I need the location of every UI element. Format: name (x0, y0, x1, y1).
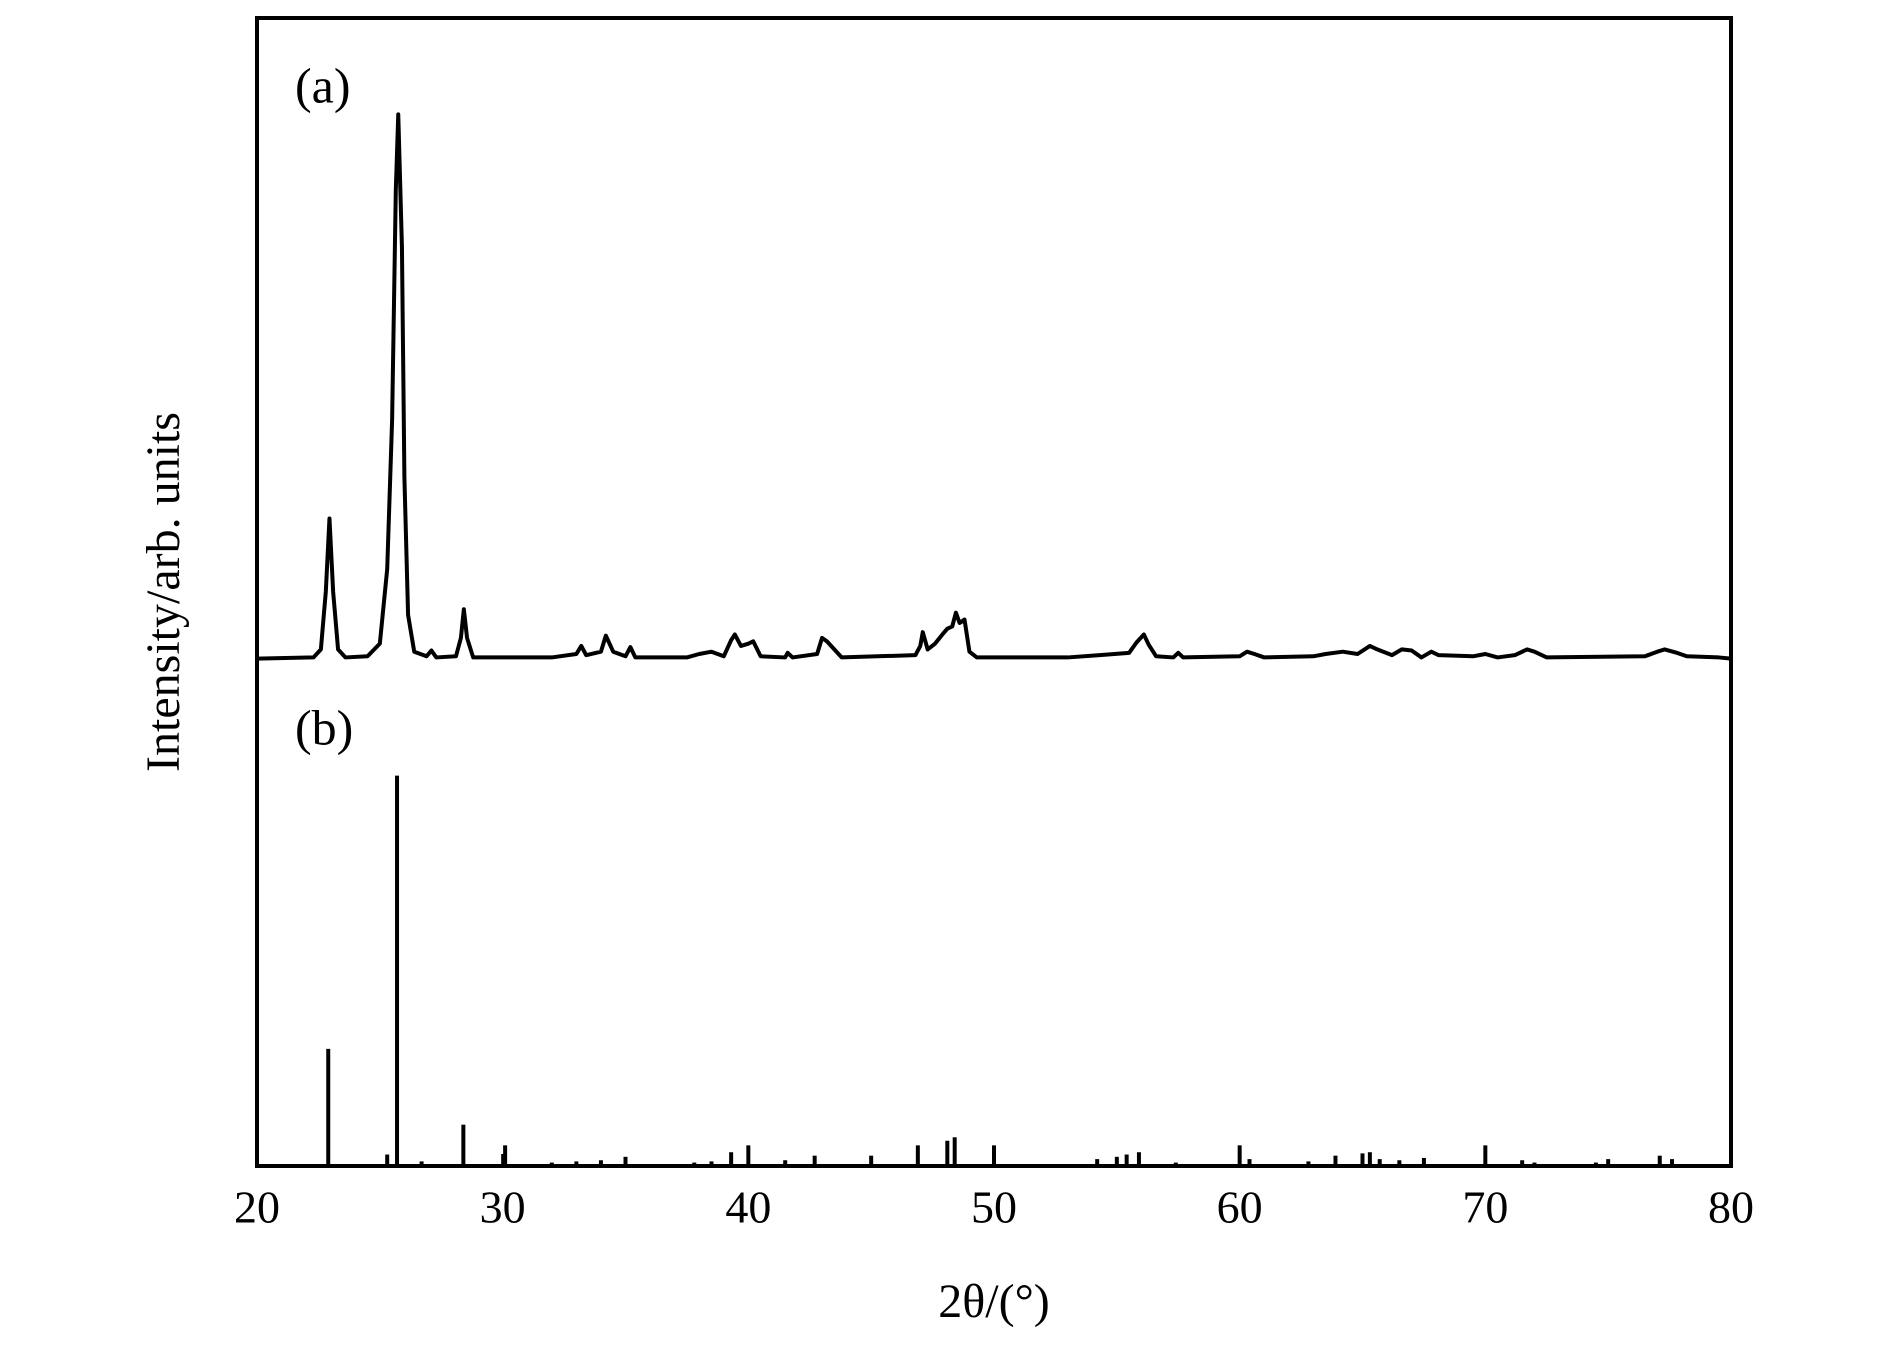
x-tick-label: 70 (1462, 1182, 1508, 1233)
x-tick-label: 40 (725, 1182, 771, 1233)
x-tick-label: 30 (480, 1182, 526, 1233)
plot-frame (255, 16, 1733, 1168)
panel-label: (a) (295, 57, 351, 113)
pattern-line (256, 112, 1732, 661)
x-tick-label: 80 (1708, 1182, 1754, 1233)
x-axis-label: 2θ/(°) (938, 1275, 1050, 1328)
x-tick-label: 20 (234, 1182, 280, 1233)
y-axis-label: Intensity/arb. units (137, 412, 190, 772)
x-tick-label: 50 (971, 1182, 1017, 1233)
panel-label: (b) (295, 699, 353, 755)
x-tick-label: 60 (1217, 1182, 1263, 1233)
